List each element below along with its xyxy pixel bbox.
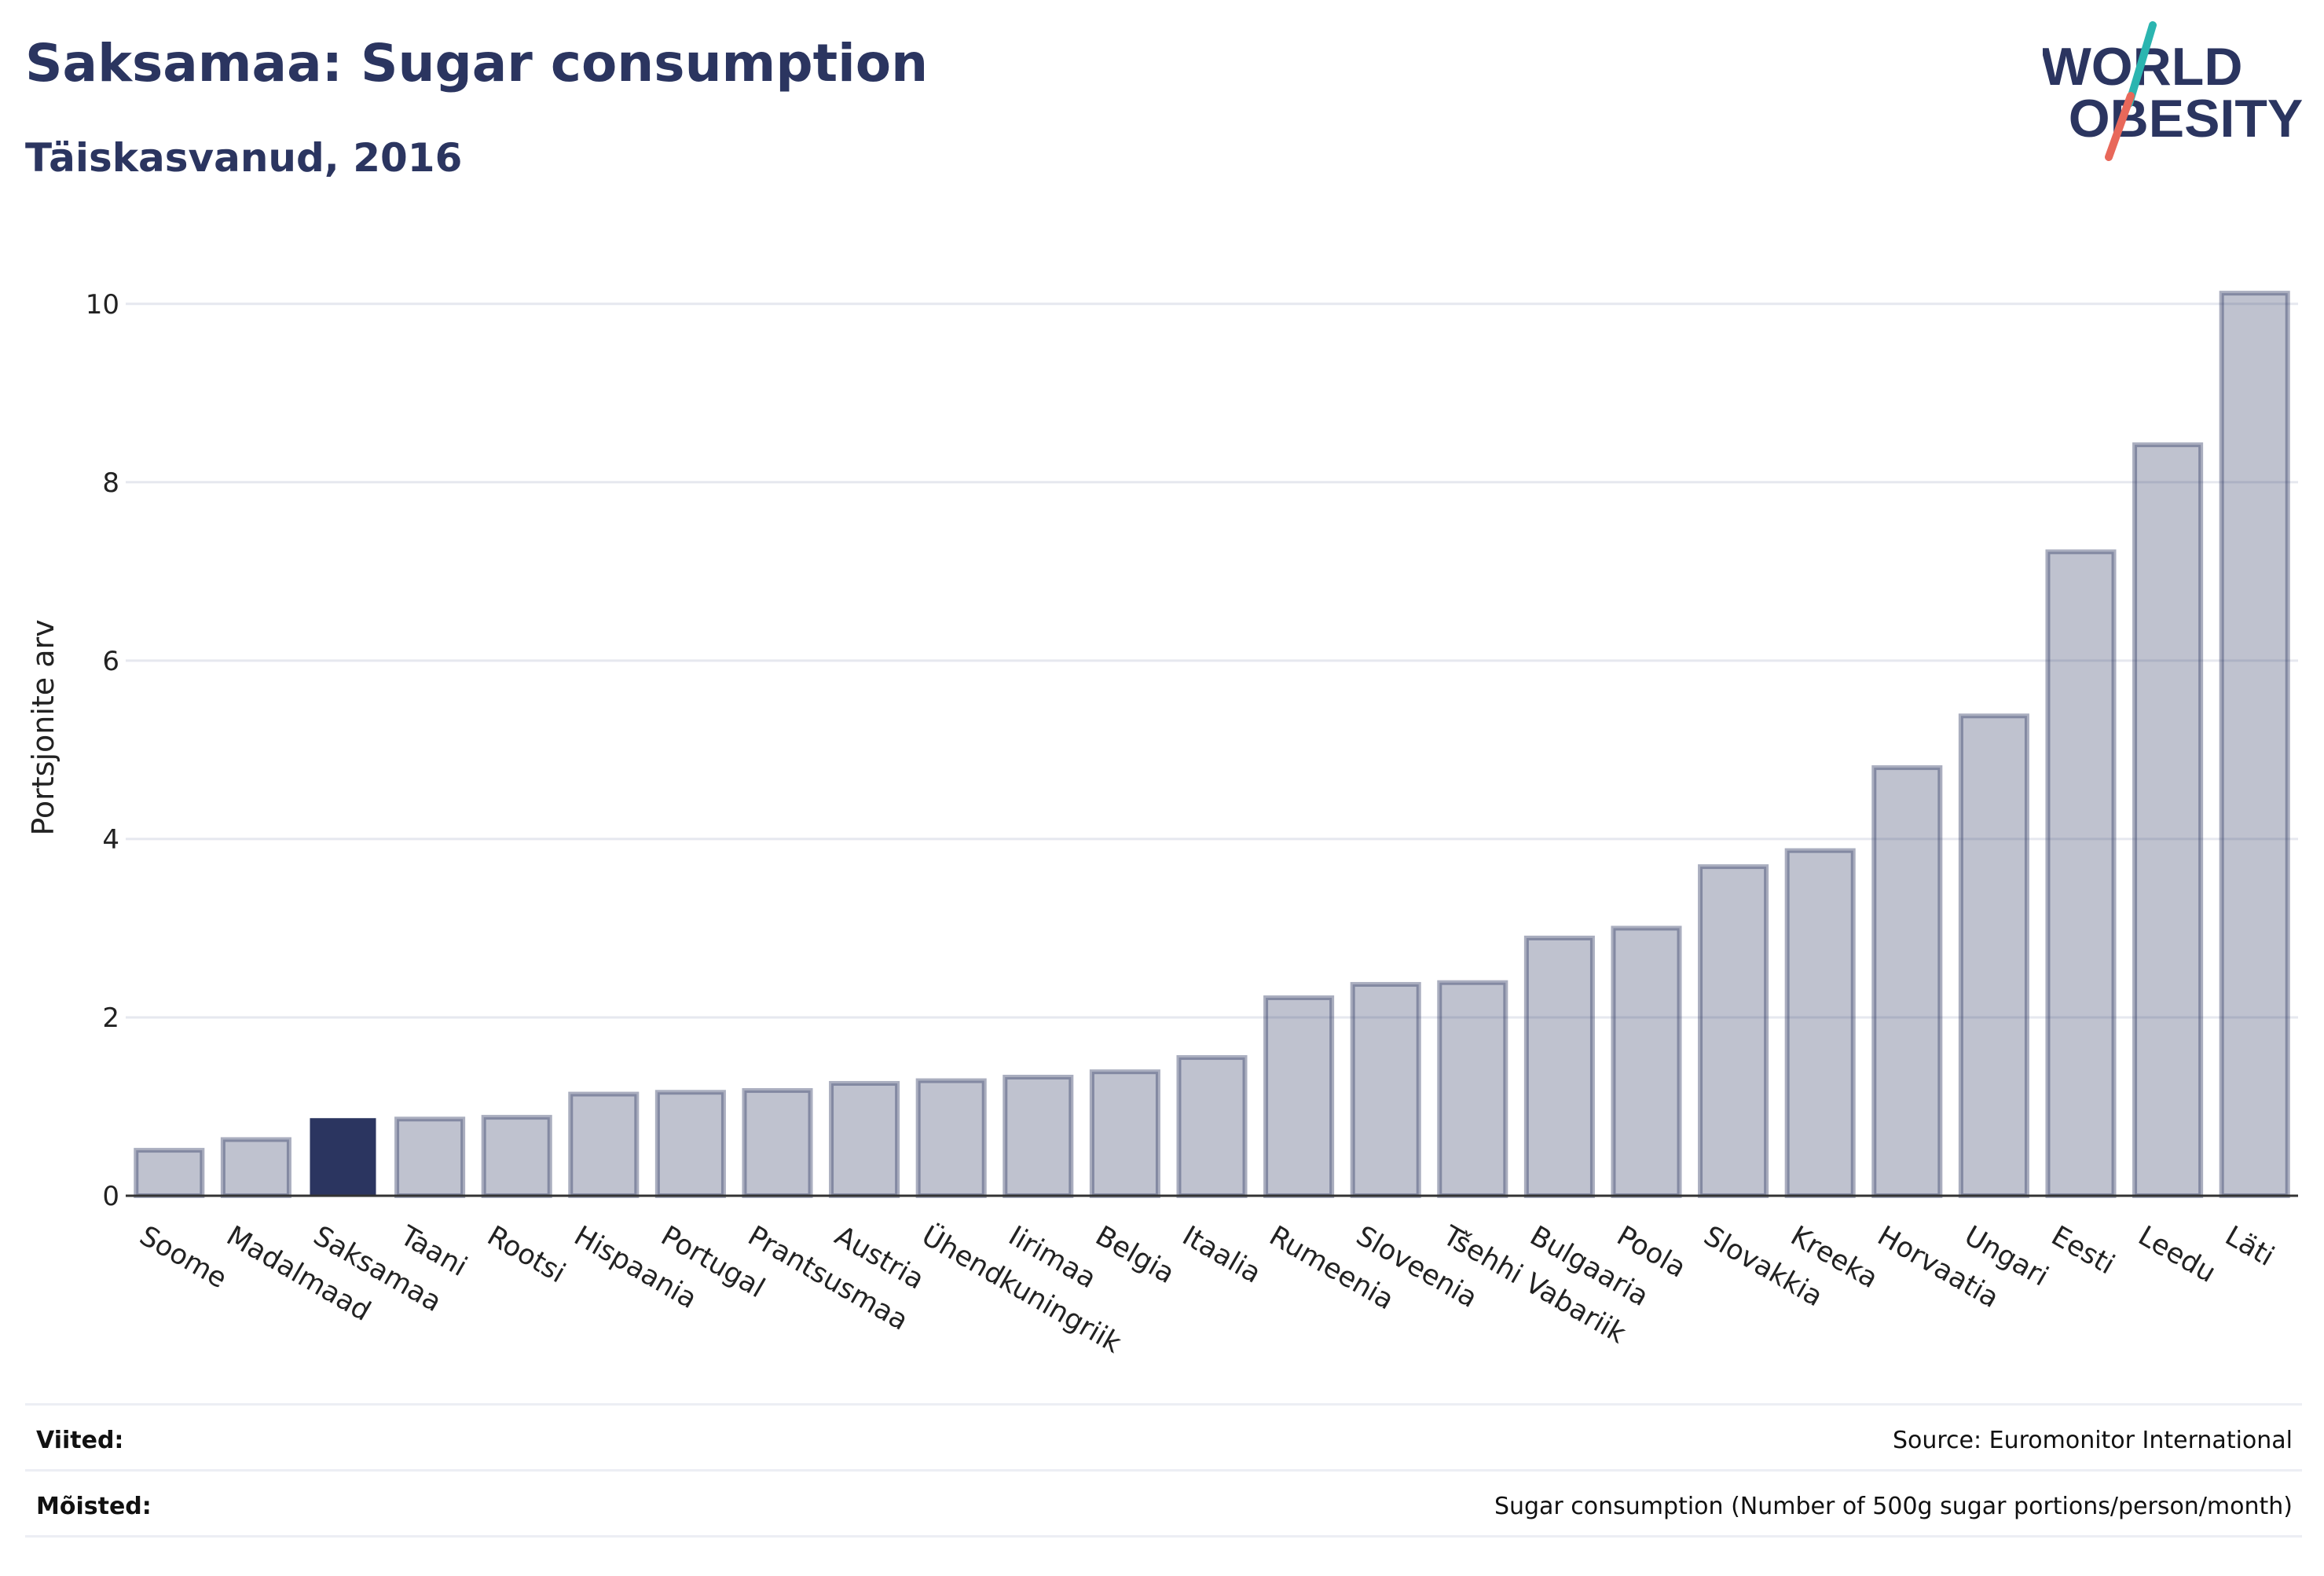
bar: [1523, 935, 1595, 1198]
footer-divider: [25, 1535, 2302, 1538]
bar: [1871, 765, 1943, 1198]
x-tick-label: Soome: [134, 1220, 233, 1295]
definitions-label: Mõisted:: [36, 1493, 152, 1520]
bar: [481, 1115, 552, 1198]
x-tick-label: Eesti: [2046, 1220, 2120, 1281]
references-value: Source: Euromonitor International: [1892, 1427, 2293, 1454]
y-axis-label: Portsjonite arv: [26, 619, 60, 835]
world-obesity-logo: WORLD OBESITY: [2041, 17, 2310, 174]
bar: [1263, 995, 1335, 1199]
bar: [2219, 291, 2290, 1198]
bar: [1350, 981, 1421, 1199]
bar: [1958, 713, 2029, 1198]
logo-line2: OBESITY: [2069, 89, 2304, 148]
bars: [134, 291, 2290, 1199]
chart-title: Saksamaa: Sugar consumption: [25, 33, 929, 93]
logo-slash-coral: [2105, 92, 2135, 161]
bar: [1698, 864, 1769, 1199]
grid-lines: [126, 302, 2298, 1019]
footer-divider: [25, 1469, 2302, 1472]
logo-slash-teal: [2125, 21, 2157, 108]
bar: [568, 1091, 640, 1199]
bar: [220, 1137, 291, 1198]
bar: [1784, 848, 1856, 1198]
x-tick-label: Rootsi: [482, 1220, 570, 1289]
y-tick-label: 0: [102, 1181, 119, 1212]
bar: [1176, 1055, 1248, 1198]
bar: [1437, 980, 1508, 1198]
bar: [1089, 1069, 1160, 1198]
bar: [134, 1148, 205, 1199]
bar: [742, 1088, 813, 1198]
bar: [654, 1090, 726, 1198]
footer-divider: [25, 1403, 2302, 1406]
y-tick-label: 8: [102, 467, 119, 499]
y-tick-label: 2: [102, 1002, 119, 1034]
y-tick-label: 10: [86, 289, 119, 321]
bar: [2045, 549, 2117, 1198]
bar: [2132, 442, 2204, 1198]
references-label: Viited:: [36, 1427, 124, 1454]
chart-subtitle: Täiskasvanud, 2016: [25, 135, 463, 181]
bar: [1611, 925, 1682, 1199]
x-tick-label: Leedu: [2133, 1220, 2221, 1289]
x-tick-label: Läti: [2220, 1220, 2279, 1273]
y-tick-label: 4: [102, 824, 119, 856]
world-obesity-logo-graphic: WORLD OBESITY: [2041, 21, 2304, 161]
bar: [829, 1080, 900, 1198]
y-tick-label: 6: [102, 646, 119, 677]
bar: [915, 1078, 987, 1199]
x-tick-label: Belgia: [1090, 1220, 1179, 1290]
bar-highlight: [310, 1118, 376, 1196]
definitions-value: Sugar consumption (Number of 500g sugar …: [1494, 1493, 2293, 1520]
x-tick-label: Itaalia: [1177, 1220, 1266, 1290]
bar: [394, 1116, 466, 1198]
bar: [1003, 1075, 1074, 1198]
